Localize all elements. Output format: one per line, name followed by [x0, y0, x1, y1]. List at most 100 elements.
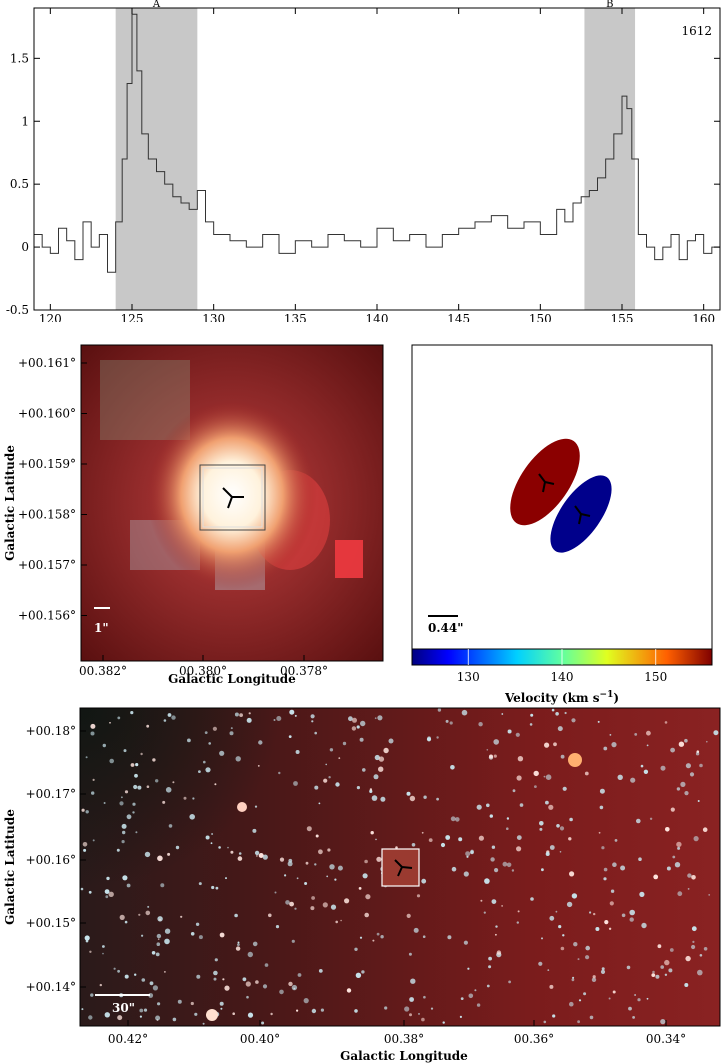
- wide-star: [569, 871, 575, 877]
- wide-star: [545, 774, 552, 780]
- wide-star: [410, 978, 416, 984]
- wide-star: [461, 709, 468, 716]
- wide-star: [568, 837, 572, 841]
- wide-star: [314, 863, 317, 866]
- wide-star: [132, 802, 136, 806]
- wide-star: [329, 864, 335, 870]
- wide-star: [629, 917, 634, 922]
- wide-maser-marker-icon: [394, 859, 413, 877]
- wide-star: [152, 758, 156, 762]
- wide-star: [478, 835, 484, 841]
- spectrum-x-ticks: 120 125 130 135 140 145 150 155 160: [39, 8, 715, 322]
- wide-star: [147, 905, 150, 908]
- wide-star: [437, 708, 442, 712]
- wide-star: [706, 740, 708, 743]
- wide-star: [666, 866, 671, 871]
- wide-star: [140, 752, 143, 756]
- zoom-maser-marker-icon: [222, 487, 244, 509]
- wide-star: [293, 781, 298, 786]
- wide-star: [652, 970, 655, 974]
- wide-star: [151, 951, 156, 955]
- wide-star: [428, 838, 433, 842]
- wide-star: [237, 943, 240, 946]
- wide-star: [104, 889, 110, 894]
- wide-star: [103, 802, 106, 804]
- spectrum-x-tick-label: 155: [611, 312, 634, 322]
- wide-star: [677, 846, 681, 850]
- wide-star: [328, 776, 331, 779]
- wide-star: [445, 835, 451, 840]
- wide-star: [291, 984, 298, 991]
- wide-star: [584, 771, 589, 776]
- wide-star: [660, 765, 666, 771]
- wide-star: [329, 748, 334, 752]
- wide-star: [708, 894, 711, 896]
- wide-star: [194, 1012, 198, 1016]
- wide-star: [124, 974, 129, 979]
- wide-star: [557, 726, 563, 732]
- wide-star: [211, 885, 215, 890]
- wide-star: [356, 786, 360, 790]
- wide-star: [597, 720, 600, 723]
- wide-star: [669, 948, 674, 952]
- wide-star: [589, 911, 592, 914]
- wide-star: [421, 878, 427, 884]
- spectrum-x-tick-label: 135: [284, 312, 307, 322]
- wide-star: [81, 1008, 84, 1011]
- wide-star: [278, 771, 281, 775]
- wide-star: [162, 800, 166, 804]
- wide-star: [83, 848, 87, 852]
- spectrum-y-tick-label: 1: [21, 114, 29, 128]
- wide-star: [614, 839, 618, 842]
- wide-star: [121, 823, 127, 829]
- wide-star: [90, 993, 94, 997]
- wide-star: [139, 1015, 142, 1018]
- wide-star: [155, 779, 159, 783]
- spectrum-x-tick-label: 150: [529, 312, 552, 322]
- wide-star: [378, 756, 385, 762]
- wide-star: [293, 987, 296, 990]
- zoom-x-tick-label: 00.378°: [280, 664, 328, 678]
- wide-star: [447, 935, 452, 940]
- wide-star: [139, 1008, 144, 1013]
- wide-star: [506, 862, 512, 868]
- wide-star: [369, 789, 373, 793]
- wide-star: [495, 925, 498, 928]
- wide-star: [246, 995, 249, 999]
- wide-star: [270, 1012, 273, 1016]
- spectrum-line: [34, 13, 721, 273]
- colorbar-label-end: ): [613, 691, 619, 705]
- wide-star: [383, 747, 389, 754]
- wide-star: [213, 970, 218, 976]
- wide-star: [677, 891, 683, 897]
- wide-star: [406, 913, 411, 918]
- wide-star: [297, 973, 302, 977]
- wide-star: [651, 973, 656, 977]
- wide-star: [541, 868, 544, 872]
- wide-star: [646, 997, 649, 1000]
- wide-star: [534, 785, 537, 788]
- wide-star: [359, 936, 363, 939]
- wide-star: [285, 900, 290, 905]
- wide-star: [230, 727, 233, 730]
- wide-star: [145, 910, 151, 916]
- wide-star: [506, 817, 510, 820]
- zoom-x-tick-label: 00.382°: [79, 664, 127, 678]
- zoom-y-tick-label: +00.156°: [18, 609, 76, 623]
- wide-star: [516, 775, 522, 781]
- wide-star: [352, 717, 357, 723]
- wide-star: [687, 873, 692, 878]
- wide-star: [119, 914, 125, 920]
- spectrum-x-tick-label: 160: [692, 312, 715, 322]
- wide-star: [211, 833, 214, 835]
- wide-star: [141, 978, 146, 982]
- wide-star: [305, 861, 309, 865]
- wide-star: [501, 905, 503, 907]
- wide-star: [248, 712, 251, 715]
- wide-star: [691, 944, 696, 950]
- spectrum-y-tick-label: -0.5: [6, 303, 29, 317]
- wide-star: [238, 852, 242, 855]
- wide-star: [436, 736, 439, 739]
- wide-star: [342, 741, 347, 746]
- wide-star: [124, 920, 128, 924]
